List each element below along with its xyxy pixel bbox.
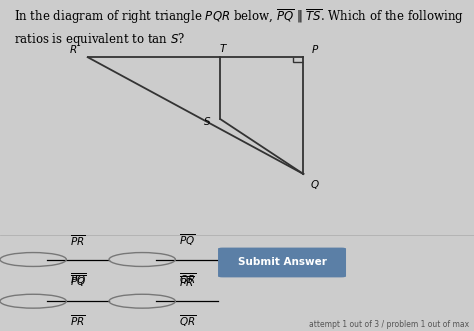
Text: $\overline{PQ}$: $\overline{PQ}$ — [70, 271, 86, 287]
FancyBboxPatch shape — [218, 248, 346, 277]
Text: Q: Q — [310, 180, 319, 190]
Text: In the diagram of right triangle $PQR$ below, $\overline{PQ}$ $\|$ $\overline{TS: In the diagram of right triangle $PQR$ b… — [14, 7, 464, 26]
Text: P: P — [312, 45, 318, 55]
Text: $\overline{PR}$: $\overline{PR}$ — [71, 313, 86, 328]
Text: $\overline{PR}$: $\overline{PR}$ — [180, 275, 195, 289]
Text: attempt 1 out of 3 / problem 1 out of max: attempt 1 out of 3 / problem 1 out of ma… — [309, 320, 469, 329]
Text: $\overline{PQ}$: $\overline{PQ}$ — [70, 273, 86, 289]
Text: $\overline{PR}$: $\overline{PR}$ — [71, 233, 86, 248]
Text: S: S — [204, 117, 211, 126]
Text: R: R — [70, 45, 77, 55]
Text: T: T — [219, 44, 226, 54]
Text: Submit Answer: Submit Answer — [237, 258, 327, 267]
Text: $\overline{QR}$: $\overline{QR}$ — [179, 271, 196, 287]
Text: ratios is equivalent to tan $S$?: ratios is equivalent to tan $S$? — [14, 31, 185, 48]
Text: $\overline{PQ}$: $\overline{PQ}$ — [179, 232, 195, 248]
Text: $\overline{QR}$: $\overline{QR}$ — [179, 313, 196, 329]
